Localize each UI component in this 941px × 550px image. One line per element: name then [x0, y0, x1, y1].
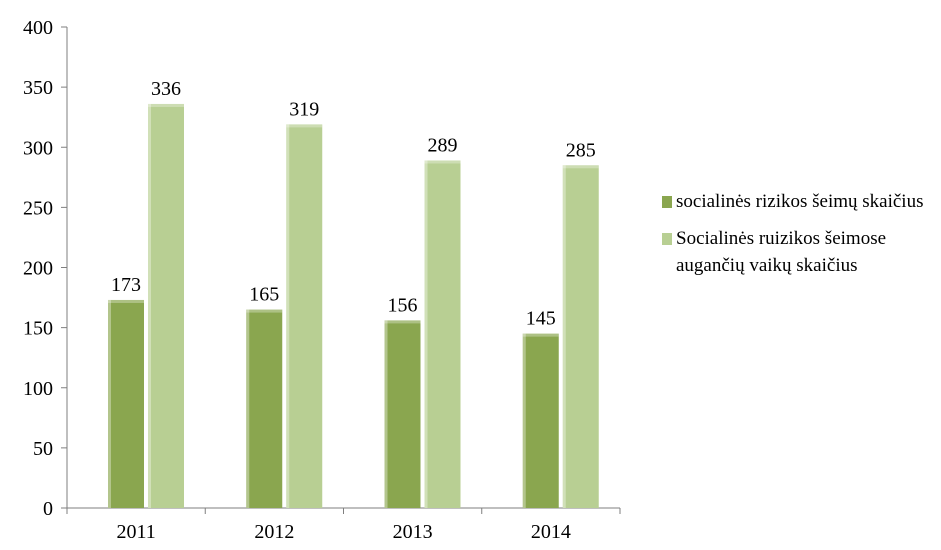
y-tick-label: 150 — [23, 318, 53, 340]
bars-group — [108, 103, 599, 509]
data-label-series-1: 165 — [249, 284, 279, 306]
bar-top-highlight — [562, 165, 599, 169]
data-label-series-2: 319 — [289, 98, 319, 120]
bar-series-1 — [108, 299, 144, 508]
bar-series-2 — [562, 165, 599, 508]
y-tick-label: 0 — [43, 498, 53, 520]
data-label-series-2: 336 — [151, 78, 181, 100]
bar-series-1 — [246, 309, 283, 508]
bar-highlight — [148, 103, 151, 509]
bar-highlight — [424, 160, 428, 509]
bar-top-highlight — [148, 103, 184, 107]
bar-series-1 — [522, 333, 559, 508]
legend: socialinės rizikos šeimų skaičius Social… — [662, 188, 937, 289]
bar-series-2 — [286, 124, 323, 508]
legend-label-series-2: Socialinės ruizikos šeimose augančių vai… — [676, 228, 887, 276]
x-tick-label: 2014 — [531, 521, 571, 543]
x-tick-label: 2012 — [254, 521, 294, 543]
x-tick-label: 2011 — [116, 521, 155, 543]
bar-top-highlight — [246, 309, 283, 313]
data-label-series-2: 285 — [566, 139, 596, 161]
legend-item-series-2: Socialinės ruizikos šeimose augančių vai… — [662, 225, 937, 279]
data-label-series-2: 289 — [428, 134, 458, 156]
legend-item-series-1: socialinės rizikos šeimų skaičius — [662, 188, 937, 215]
bar-top-highlight — [108, 299, 144, 303]
data-label-series-1: 156 — [388, 294, 418, 316]
bar-highlight — [522, 333, 526, 508]
data-label-series-1: 145 — [526, 308, 556, 330]
bar-highlight — [108, 299, 111, 508]
y-tick-label: 250 — [23, 197, 53, 219]
y-tick-label: 350 — [23, 77, 53, 99]
y-axis-ticks: 0 50 100 150 200 250 300 350 400 — [23, 17, 67, 520]
y-tick-label: 400 — [23, 17, 53, 39]
data-labels-group: 173 165 156 145 336 319 289 285 — [111, 78, 596, 330]
y-tick-label: 50 — [33, 438, 53, 460]
x-tick-label: 2013 — [393, 521, 433, 543]
y-tick-label: 300 — [23, 137, 53, 159]
y-tick-label: 200 — [23, 258, 53, 280]
bar-top-highlight — [286, 124, 323, 128]
bar-series-2 — [424, 160, 461, 509]
bar-series-1 — [384, 320, 421, 508]
bar-top-highlight — [424, 160, 461, 164]
bar-top-highlight — [522, 333, 559, 337]
legend-swatch-series-2 — [662, 233, 672, 245]
x-axis-ticks: 2011 2012 2013 2014 — [66, 508, 621, 543]
data-label-series-1: 173 — [111, 274, 141, 296]
bar-highlight — [286, 124, 290, 508]
bar-highlight — [562, 165, 566, 508]
legend-swatch-series-1 — [662, 196, 672, 208]
legend-label-series-1: socialinės rizikos šeimų skaičius — [676, 191, 924, 212]
bar-highlight — [246, 309, 250, 508]
bar-highlight — [384, 320, 388, 508]
y-tick-label: 100 — [23, 378, 53, 400]
bar-top-highlight — [384, 320, 421, 324]
bar-series-2 — [148, 103, 184, 509]
